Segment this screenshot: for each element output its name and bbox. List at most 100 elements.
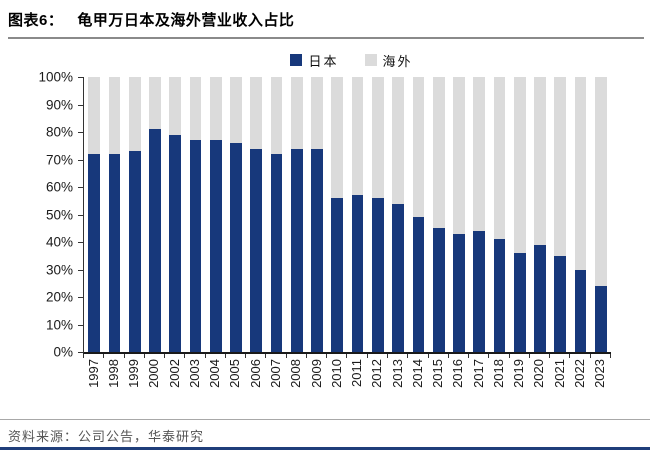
y-axis-tick xyxy=(78,187,84,188)
x-axis-tick xyxy=(449,354,470,358)
legend-swatch-japan xyxy=(290,54,303,66)
bar-overseas-segment xyxy=(412,77,425,218)
x-axis-label-2017: 2017 xyxy=(468,359,488,413)
bar-japan-segment xyxy=(513,253,526,352)
stacked-bar-2017 xyxy=(469,77,489,352)
x-axis-label-2021: 2021 xyxy=(549,359,569,413)
bar-overseas-segment xyxy=(432,77,445,229)
bar-japan-segment xyxy=(594,286,607,352)
stacked-bar-2022 xyxy=(570,77,590,352)
stacked-bar-2016 xyxy=(449,77,469,352)
bar-japan-segment xyxy=(88,154,100,352)
bar-overseas-segment xyxy=(513,77,526,253)
x-axis-tick xyxy=(104,354,125,358)
bar-japan-segment xyxy=(250,148,263,352)
stacked-bar-2021 xyxy=(550,77,570,352)
x-axis-tick xyxy=(408,354,429,358)
x-axis-tick xyxy=(185,354,206,358)
x-axis-label-text: 2008 xyxy=(288,359,304,388)
x-axis-tick xyxy=(591,354,611,358)
legend-label-japan: 日本 xyxy=(308,53,339,69)
x-axis-tick xyxy=(226,354,247,358)
y-axis-tick xyxy=(78,159,84,161)
y-axis-tick xyxy=(78,132,84,133)
y-axis-label: 20% xyxy=(45,289,73,305)
x-axis-label-1998: 1998 xyxy=(103,359,123,413)
bar-overseas-segment xyxy=(554,77,567,256)
y-axis-tick xyxy=(78,297,84,298)
x-axis-label-text: 2012 xyxy=(369,359,385,388)
bar-overseas-segment xyxy=(108,77,121,154)
bar-overseas-segment xyxy=(351,77,364,196)
x-axis-tick xyxy=(530,354,551,358)
bar-japan-segment xyxy=(270,154,283,352)
stacked-bar-2003 xyxy=(185,77,205,352)
bar-japan-segment xyxy=(574,269,587,352)
stacked-bar-1998 xyxy=(104,77,124,352)
bar-japan-segment xyxy=(189,140,202,352)
bar-overseas-segment xyxy=(392,77,404,204)
legend-item-japan: 日本 xyxy=(290,51,338,70)
x-axis-label-2020: 2020 xyxy=(529,359,549,413)
x-axis-tick xyxy=(165,354,186,358)
x-axis-labels: 1997 1998 1999 2000 2002 2003 2004 2005 2006 2007… xyxy=(83,359,610,413)
y-axis-tick xyxy=(78,324,84,326)
bar-japan-segment xyxy=(169,134,182,352)
x-axis-label-text: 2023 xyxy=(592,359,608,388)
chart-legend: 日本 海外 xyxy=(88,51,615,70)
x-axis-label-1999: 1999 xyxy=(124,359,144,413)
x-axis-label-text: 2006 xyxy=(247,359,263,388)
y-axis: 0% 10% 20% 30% 40% 50% 60% 70% 80% 90% 100% xyxy=(0,70,83,360)
x-axis-label-text: 2010 xyxy=(328,359,344,388)
x-axis-label-text: 2013 xyxy=(389,359,405,388)
x-axis-label-text: 1997 xyxy=(85,359,101,388)
bar-overseas-segment xyxy=(331,77,344,198)
x-axis-tick xyxy=(570,354,591,358)
bar-japan-segment xyxy=(534,244,546,352)
x-axis-label-text: 2003 xyxy=(186,359,202,388)
x-axis-label-text: 2002 xyxy=(166,359,182,388)
y-axis-label: 30% xyxy=(45,262,73,277)
source-note: 资料来源：公司公告，华泰研究 xyxy=(8,429,205,444)
bar-overseas-segment xyxy=(453,77,465,234)
stacked-bar-2002 xyxy=(165,77,185,352)
bar-overseas-segment xyxy=(594,77,607,286)
bar-japan-segment xyxy=(331,198,344,352)
bar-japan-segment xyxy=(149,129,161,352)
stacked-bar-2004 xyxy=(206,77,226,352)
x-axis-tick xyxy=(388,354,409,358)
stacked-bar-2019 xyxy=(510,77,530,352)
bar-japan-segment xyxy=(392,203,404,352)
stacked-bar-1997 xyxy=(84,77,104,352)
x-axis-label-2004: 2004 xyxy=(205,359,225,413)
x-axis-tick xyxy=(489,354,510,358)
x-axis-tick xyxy=(347,354,368,358)
stacked-bar-2014 xyxy=(408,77,428,352)
bar-japan-segment xyxy=(290,148,303,352)
x-axis-label-text: 2011 xyxy=(349,359,365,387)
y-axis-label: 90% xyxy=(45,97,73,112)
bar-japan-segment xyxy=(351,195,364,352)
x-axis-label-2005: 2005 xyxy=(225,359,245,413)
x-axis-label-text: 2004 xyxy=(207,359,223,388)
stacked-bar-2006 xyxy=(246,77,266,352)
y-axis-tick xyxy=(78,104,84,106)
x-axis-label-2002: 2002 xyxy=(164,359,184,413)
y-axis-label: 50% xyxy=(45,207,73,222)
stacked-bar-2000 xyxy=(145,77,165,352)
x-axis-tick xyxy=(429,354,449,358)
x-axis-label-2018: 2018 xyxy=(488,359,508,413)
bar-japan-segment xyxy=(371,198,384,352)
x-axis-label-2013: 2013 xyxy=(387,359,407,413)
x-axis-label-2008: 2008 xyxy=(286,359,306,413)
x-axis-label-2007: 2007 xyxy=(265,359,285,413)
y-axis-tick xyxy=(78,214,84,216)
x-axis-label-text: 2017 xyxy=(470,359,486,388)
bar-overseas-segment xyxy=(230,77,242,143)
x-axis-tick xyxy=(307,354,328,358)
x-axis-label-2009: 2009 xyxy=(306,359,326,413)
x-axis-label-text: 2005 xyxy=(227,359,243,388)
x-axis-label-text: 2021 xyxy=(551,359,567,388)
bar-japan-segment xyxy=(453,233,465,352)
